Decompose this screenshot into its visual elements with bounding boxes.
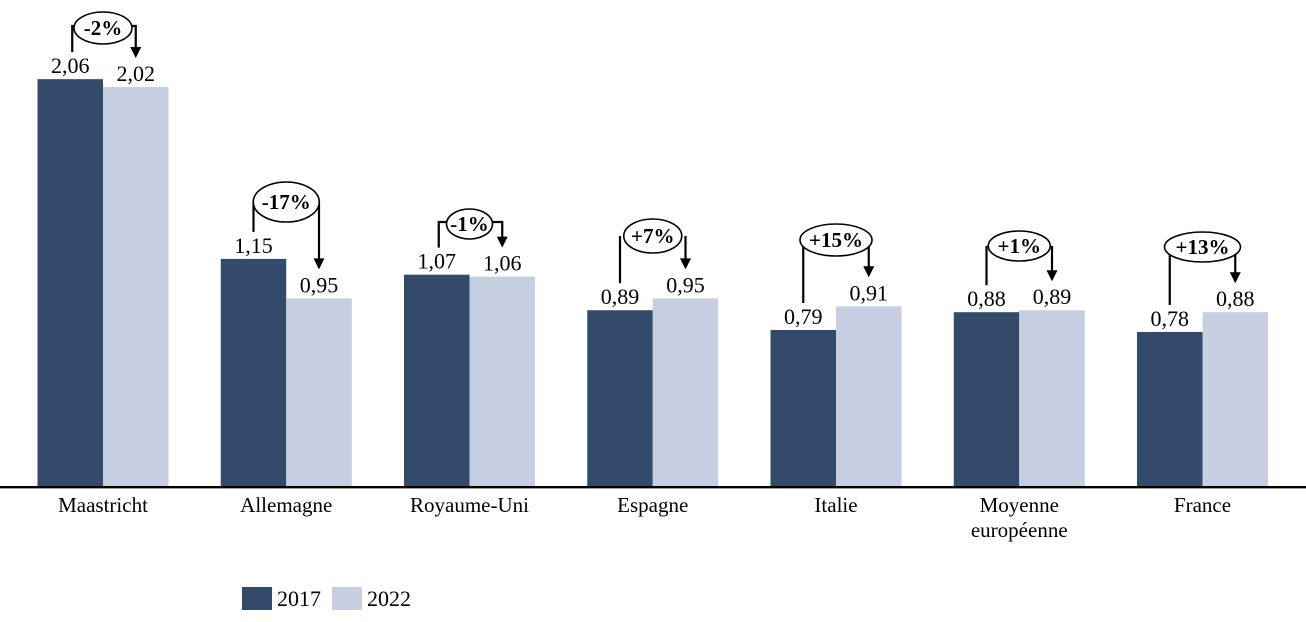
x-axis-label-maastricht: Maastricht: [58, 493, 148, 517]
x-axis-label-moyenne-europ-enne: européenne: [971, 518, 1068, 542]
value-label-2022-france: 0,88: [1216, 286, 1255, 311]
bar-2017-france: [1137, 331, 1203, 486]
x-axis-label-france: France: [1174, 493, 1231, 517]
annotation-ellipse-royaume-uni: [445, 208, 494, 240]
value-label-2017-moyenne-europ-enne: 0,88: [967, 286, 1006, 311]
bar-2022-royaume-uni: [469, 276, 535, 486]
bar-2022-espagne: [652, 298, 719, 486]
x-axis-label-royaume-uni: Royaume-Uni: [410, 493, 529, 517]
annotation-ellipse-france: [1163, 231, 1242, 263]
annotation-pct-espagne: +7%: [631, 224, 674, 248]
value-label-2022-moyenne-europ-enne: 0,89: [1033, 284, 1072, 309]
annotation-pct-maastricht: -2%: [84, 16, 123, 40]
x-axis-label-italie: Italie: [814, 493, 857, 517]
annotation-ellipse-maastricht: [73, 11, 133, 45]
x-axis-label-allemagne: Allemagne: [240, 493, 332, 517]
bar-2017-allemagne: [220, 258, 287, 486]
x-axis-label-espagne: Espagne: [617, 493, 688, 517]
bar-2022-italie: [836, 306, 902, 486]
bar-2017-italie: [770, 329, 836, 486]
value-label-2017-allemagne: 1,15: [234, 233, 273, 258]
value-label-2017-royaume-uni: 1,07: [418, 249, 457, 274]
bar-2017-maastricht: [37, 79, 103, 487]
annotation-pct-allemagne: -17%: [262, 190, 311, 214]
legend-label-2022: 2022: [367, 586, 411, 611]
annotation-pct-royaume-uni: -1%: [450, 212, 489, 236]
annotation-ellipse-moyenne-europ-enne: [987, 230, 1052, 262]
bar-2017-royaume-uni: [404, 274, 470, 486]
annotation-arrowhead-maastricht: [130, 47, 142, 59]
bar-2017-espagne: [587, 310, 653, 486]
value-label-2022-allemagne: 0,95: [300, 272, 339, 297]
value-label-2017-france: 0,78: [1151, 306, 1190, 331]
value-label-2022-espagne: 0,95: [666, 272, 705, 297]
bar-2022-france: [1202, 312, 1268, 486]
legend-label-2017: 2017: [277, 586, 321, 611]
legend-swatch-2022: [332, 587, 362, 610]
value-label-2017-espagne: 0,89: [601, 284, 640, 309]
annotation-arrowhead-italie: [863, 266, 875, 278]
legend-swatch-2017: [242, 587, 272, 610]
value-label-2022-maastricht: 2,02: [117, 61, 156, 86]
value-label-2022-royaume-uni: 1,06: [483, 251, 522, 276]
bar-2022-allemagne: [286, 298, 352, 486]
annotation-arrowhead-espagne: [680, 258, 691, 270]
annotation-pct-italie: +15%: [809, 228, 863, 252]
annotation-arrowhead-moyenne-europ-enne: [1046, 270, 1058, 282]
bar-2022-maastricht: [103, 87, 169, 487]
annotation-pct-france: +13%: [1176, 235, 1230, 259]
value-label-2017-italie: 0,79: [784, 304, 823, 329]
annotation-arrowhead-france: [1229, 272, 1241, 284]
bar-2017-moyenne-europ-enne: [953, 312, 1020, 486]
value-label-2022-italie: 0,91: [850, 280, 889, 305]
annotation-ellipse-espagne: [622, 218, 683, 254]
value-label-2017-maastricht: 2,06: [51, 53, 90, 78]
annotation-pct-moyenne-europ-enne: +1%: [998, 234, 1041, 258]
annotation-arrowhead-royaume-uni: [496, 236, 508, 248]
annotation-ellipse-italie: [799, 223, 873, 257]
annotation-ellipse-allemagne: [252, 181, 321, 223]
annotation-arrowhead-allemagne: [313, 258, 325, 270]
bar-2022-moyenne-europ-enne: [1019, 310, 1085, 486]
x-axis-label-moyenne-europ-enne: Moyenne: [980, 493, 1059, 517]
